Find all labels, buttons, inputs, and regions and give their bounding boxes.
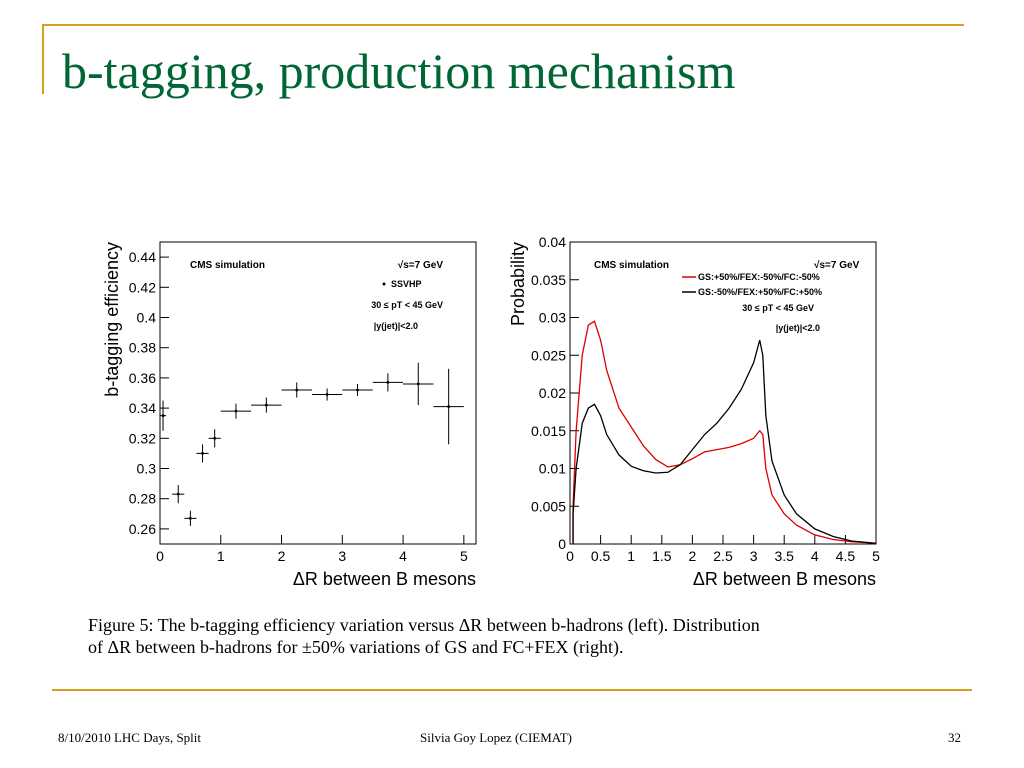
data-point — [356, 388, 359, 392]
y-tick-label: 0.26 — [129, 521, 156, 537]
data-point — [264, 403, 268, 407]
annotation-rapidity: |y(jet)|<2.0 — [776, 323, 820, 333]
annotation-pt-range: 30 ≤ pT < 45 GeV — [371, 300, 443, 310]
annotation-energy: √s=7 GeV — [814, 260, 860, 271]
annotation-cms: CMS simulation — [594, 260, 669, 271]
x-tick-label: 0 — [156, 548, 164, 564]
data-point — [188, 516, 192, 520]
y-tick-label: 0.42 — [129, 279, 156, 295]
data-point — [234, 409, 238, 413]
efficiency-chart: 0 1 2 3 4 5 0.26 0.28 0.3 0.32 0.34 0.36 0.38 0.4 0.42… — [102, 241, 477, 589]
data-point — [416, 382, 420, 386]
data-point — [176, 492, 180, 496]
annotation-rapidity: |y(jet)|<2.0 — [374, 321, 418, 331]
probability-chart: 0 0.5 1 1.5 2 2.5 3 3.5 4 4.5 5 0 0.005 0.01 0.015 0.02… — [508, 234, 880, 589]
y-axis-label: b-tagging efficiency — [102, 242, 122, 397]
x-tick-label: 1 — [217, 548, 225, 564]
x-tick-label: 5 — [872, 548, 880, 564]
y-tick-label: 0.01 — [539, 461, 566, 477]
y-tick-label: 0.38 — [129, 340, 156, 356]
x-axis-label: ΔR between B mesons — [293, 569, 476, 589]
y-axis-label: Probability — [508, 242, 528, 326]
y-tick-label: 0.28 — [129, 491, 156, 507]
y-tick-label: 0.34 — [129, 400, 156, 416]
footer-page-number: 32 — [948, 730, 961, 745]
x-tick-label: 5 — [460, 548, 468, 564]
x-tick-label: 3 — [338, 548, 346, 564]
x-tick-label: 2.5 — [713, 548, 733, 564]
y-tick-label: 0.035 — [531, 272, 566, 288]
x-tick-label: 4 — [399, 548, 407, 564]
legend-marker — [382, 282, 386, 286]
x-tick-label: 2 — [278, 548, 286, 564]
y-tick-label: 0.015 — [531, 423, 566, 439]
y-tick-label: 0.025 — [531, 347, 566, 363]
y-tick-label: 0.36 — [129, 370, 156, 386]
data-point — [213, 436, 217, 440]
y-tick-label: 0.005 — [531, 498, 566, 514]
x-tick-label: 4 — [811, 548, 819, 564]
annotation-energy: √s=7 GeV — [398, 260, 444, 271]
accent-line-left — [42, 24, 44, 94]
data-point — [447, 405, 451, 408]
x-tick-label: 1.5 — [652, 548, 672, 564]
accent-line-bottom — [52, 689, 972, 691]
data-point — [161, 414, 165, 418]
slide-title: b-tagging, production mechanism — [62, 43, 736, 99]
caption-line-1: Figure 5: The b-tagging efficiency varia… — [88, 615, 760, 635]
y-tick-label: 0.04 — [539, 234, 566, 250]
data-point — [295, 388, 299, 392]
series-line — [572, 339, 877, 544]
accent-line-top — [42, 24, 964, 26]
y-tick-label: 0.44 — [129, 249, 156, 265]
legend-label: GS:+50%/FEX:-50%/FC:-50% — [698, 272, 820, 282]
x-tick-label: 3 — [750, 548, 758, 564]
data-point — [325, 393, 329, 396]
plot-frame — [159, 241, 477, 545]
caption-line-2: of ΔR between b-hadrons for ±50% variati… — [88, 637, 624, 657]
x-tick-label: 3.5 — [774, 548, 794, 564]
x-tick-label: 2 — [689, 548, 697, 564]
x-tick-label: 0 — [566, 548, 574, 564]
x-tick-label: 0.5 — [591, 548, 611, 564]
y-tick-label: 0.3 — [137, 461, 157, 477]
annotation-cms: CMS simulation — [190, 260, 265, 271]
annotation-tagger: SSVHP — [391, 279, 422, 289]
x-axis-label: ΔR between B mesons — [693, 569, 876, 589]
footer-date-event: 8/10/2010 LHC Days, Split — [58, 730, 202, 745]
series-line — [572, 320, 877, 544]
y-tick-label: 0.32 — [129, 430, 156, 446]
y-tick-label: 0 — [558, 536, 566, 552]
data-point — [386, 381, 390, 384]
y-tick-label: 0.02 — [539, 385, 566, 401]
figure-caption: Figure 5: The b-tagging efficiency varia… — [88, 614, 928, 658]
data-point — [201, 452, 204, 455]
legend-label: GS:-50%/FEX:+50%/FC:+50% — [698, 287, 822, 297]
y-tick-label: 0.03 — [539, 310, 566, 326]
footer-author: Silvia Goy Lopez (CIEMAT) — [420, 730, 573, 745]
x-tick-label: 1 — [627, 548, 635, 564]
x-tick-label: 4.5 — [836, 548, 856, 564]
annotation-pt-range: 30 ≤ pT < 45 GeV — [742, 303, 814, 313]
y-tick-label: 0.4 — [137, 310, 157, 326]
